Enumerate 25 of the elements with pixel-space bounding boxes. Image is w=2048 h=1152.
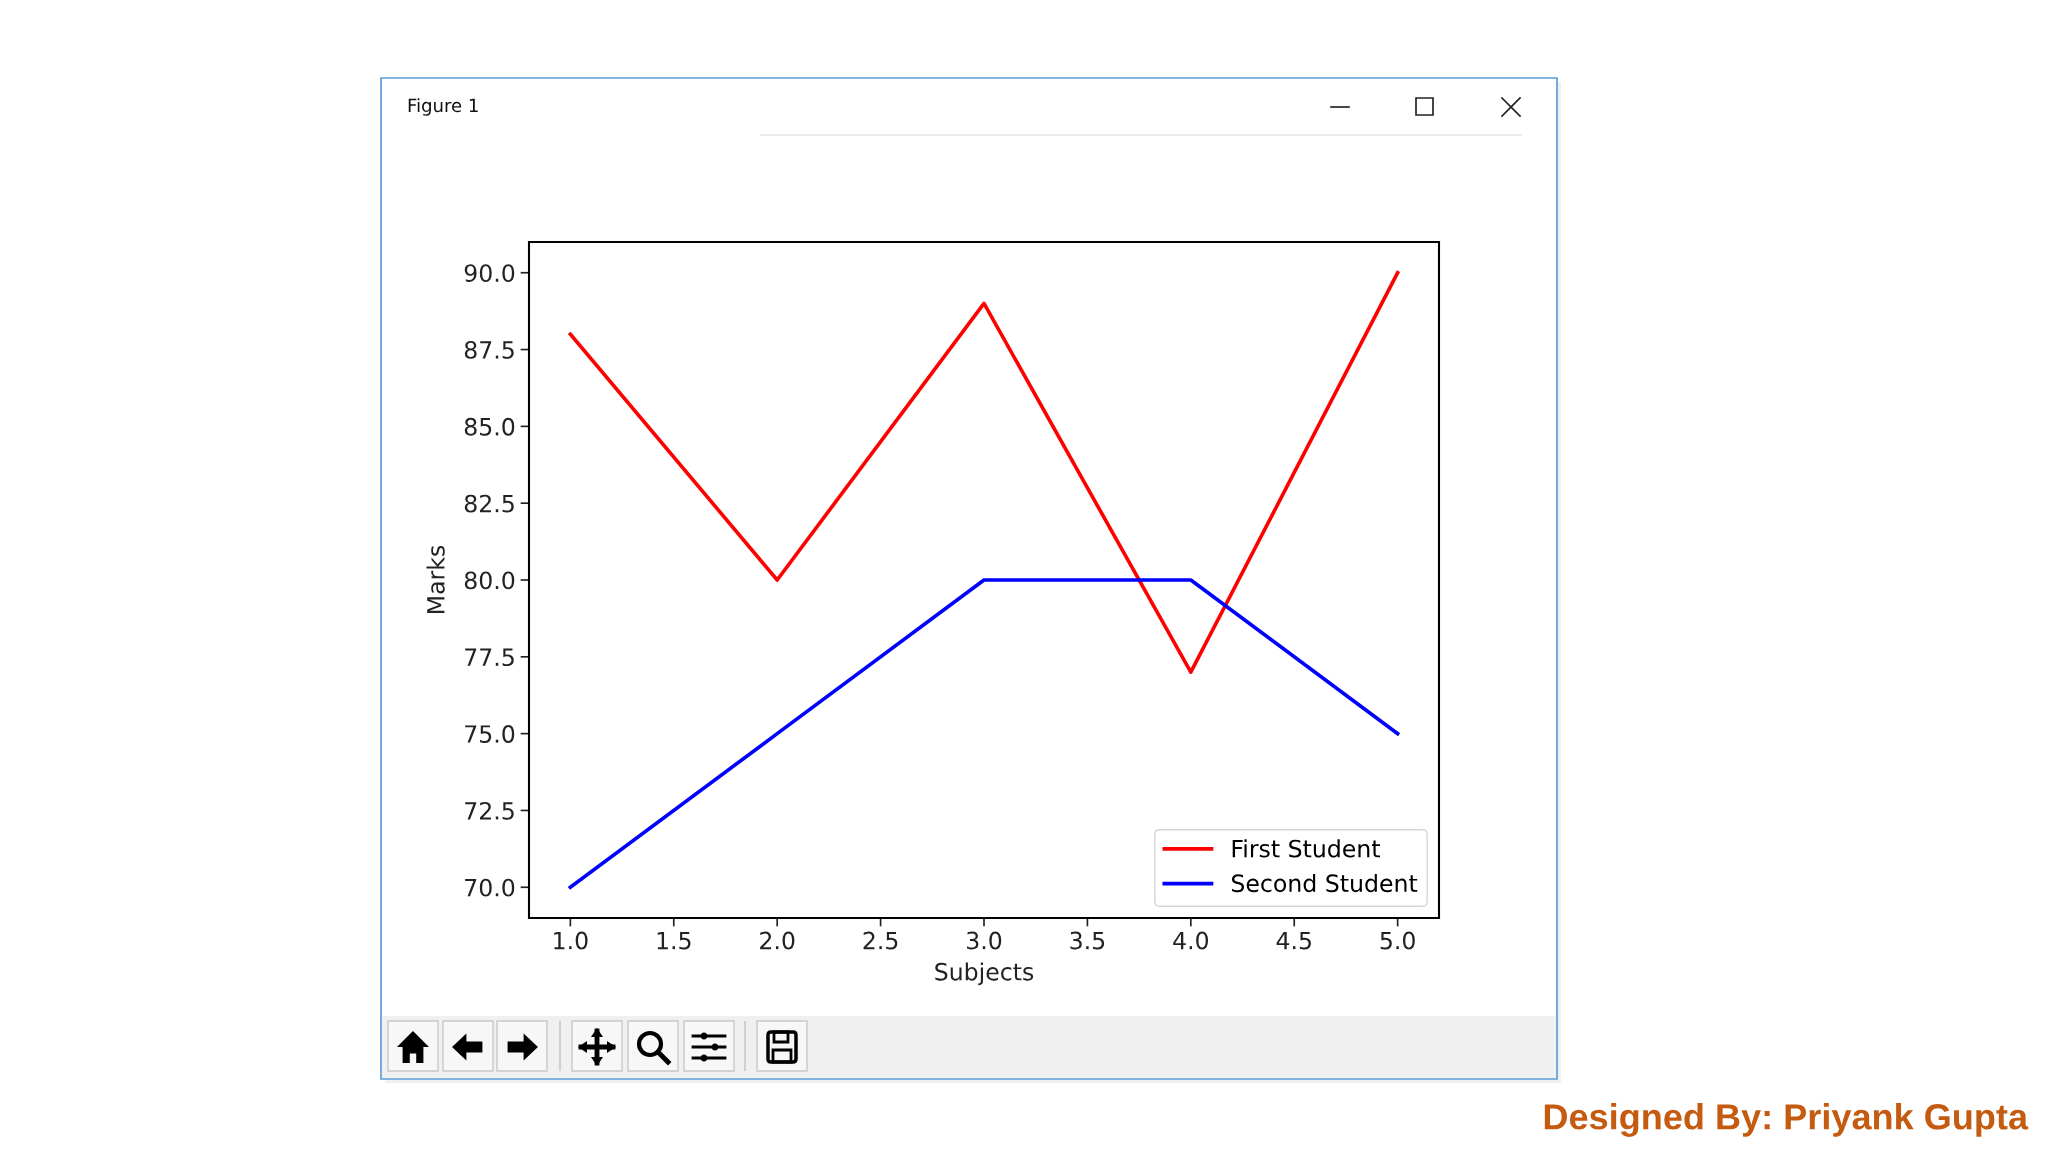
x-axis-title: Subjects <box>935 962 1034 986</box>
y-tick-label: 72.5 <box>465 801 514 820</box>
y-tick-label: 87.5 <box>464 340 514 359</box>
y-tick-label: 85.0 <box>464 417 515 436</box>
y-tick-label: 77.5 <box>465 648 514 667</box>
text: Designed By: Priyank Gupta <box>1544 1103 2029 1137</box>
y-tick-label: 70.0 <box>465 878 515 897</box>
x-tick-label: 3.5 <box>1070 931 1105 950</box>
y-tick-label: 82.5 <box>464 494 514 513</box>
y-tick-label: 75.0 <box>465 725 515 743</box>
x-tick-label: 4.0 <box>1173 931 1209 950</box>
x-tick-label: 3.0 <box>967 931 1002 950</box>
caption: Figure 1 <box>408 98 478 116</box>
line-series <box>568 270 1400 674</box>
y-tick-label: 90.0 <box>464 264 515 283</box>
x-tick-label: 1.0 <box>554 931 588 950</box>
legend-label: Second Student <box>1231 873 1418 893</box>
x-tick-label: 1.5 <box>657 931 691 950</box>
x-tick-label: 5.0 <box>1380 931 1415 950</box>
y-axis-title: Marks <box>426 545 445 613</box>
x-tick-label: 4.5 <box>1276 931 1311 950</box>
x-tick-label: 2.5 <box>863 931 898 950</box>
y-tick-label: 80.0 <box>464 571 515 590</box>
legend-label: First Student <box>1232 839 1380 858</box>
x-tick-label: 2.0 <box>760 931 795 950</box>
